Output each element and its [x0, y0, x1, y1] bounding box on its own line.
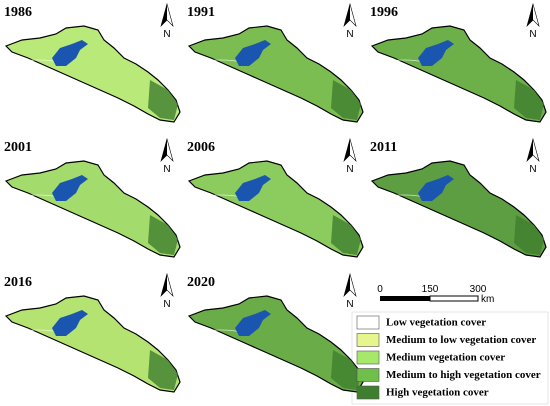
dense-area — [148, 80, 178, 120]
year-label: 2001 — [4, 140, 32, 155]
dense-area — [148, 350, 178, 390]
north-label: N — [346, 29, 353, 40]
dense-area — [331, 350, 361, 390]
north-arrow-half — [161, 274, 167, 296]
year-label: 2020 — [187, 275, 215, 290]
year-label: 1996 — [370, 5, 398, 20]
north-arrow-half — [344, 274, 350, 296]
dense-area — [514, 80, 544, 120]
map-panel: 1991 N — [187, 2, 364, 123]
map-panel: 2001 N — [4, 137, 181, 258]
north-label: N — [163, 29, 170, 40]
scale-label: 0 — [377, 284, 383, 295]
map-panel: 1996 N — [370, 2, 547, 123]
year-label: 1986 — [4, 5, 32, 20]
scale-unit: km — [481, 294, 494, 305]
north-label: N — [346, 164, 353, 175]
legend-label: Medium to high vegetation cover — [386, 369, 541, 381]
north-arrow-half — [161, 139, 167, 161]
map-panel: 1986 N — [4, 2, 181, 123]
legend-label: High vegetation cover — [386, 387, 489, 399]
north-label: N — [346, 299, 353, 310]
north-arrow-half — [344, 139, 350, 161]
legend-label: Low vegetation cover — [386, 317, 486, 329]
scale-bar: 0 150 300 km — [377, 284, 494, 305]
year-label: 2016 — [4, 275, 32, 290]
map-panel: 2016 N — [4, 272, 181, 393]
legend-swatch — [356, 368, 380, 382]
north-arrow-half — [527, 4, 533, 26]
year-label: 1991 — [187, 5, 215, 20]
dense-area — [148, 215, 178, 255]
dense-area — [331, 80, 361, 120]
scale-segment — [380, 296, 430, 301]
north-label: N — [529, 29, 536, 40]
north-arrow-half — [344, 4, 350, 26]
year-label: 2011 — [370, 140, 397, 155]
scale-label: 150 — [422, 284, 439, 295]
north-label: N — [163, 299, 170, 310]
legend-frame — [351, 311, 549, 405]
map-panel: 2020 N — [187, 272, 364, 393]
north-label: N — [529, 164, 536, 175]
map-panel: 2011 N — [370, 137, 547, 258]
dense-area — [514, 215, 544, 255]
scale-label: 300 — [470, 284, 487, 295]
north-arrow-half — [161, 4, 167, 26]
year-label: 2006 — [187, 140, 215, 155]
scale-segment — [429, 295, 479, 302]
legend-swatch — [356, 333, 380, 347]
north-label: N — [163, 164, 170, 175]
legend-label: Medium vegetation cover — [386, 352, 505, 364]
legend-swatch — [356, 350, 380, 365]
map-panel: 2006 N — [187, 137, 364, 258]
legend-swatch — [356, 385, 380, 400]
north-arrow-half — [527, 139, 533, 161]
dense-area — [331, 215, 361, 255]
legend-swatch — [356, 315, 380, 330]
legend-label: Medium to low vegetation cover — [386, 334, 536, 346]
